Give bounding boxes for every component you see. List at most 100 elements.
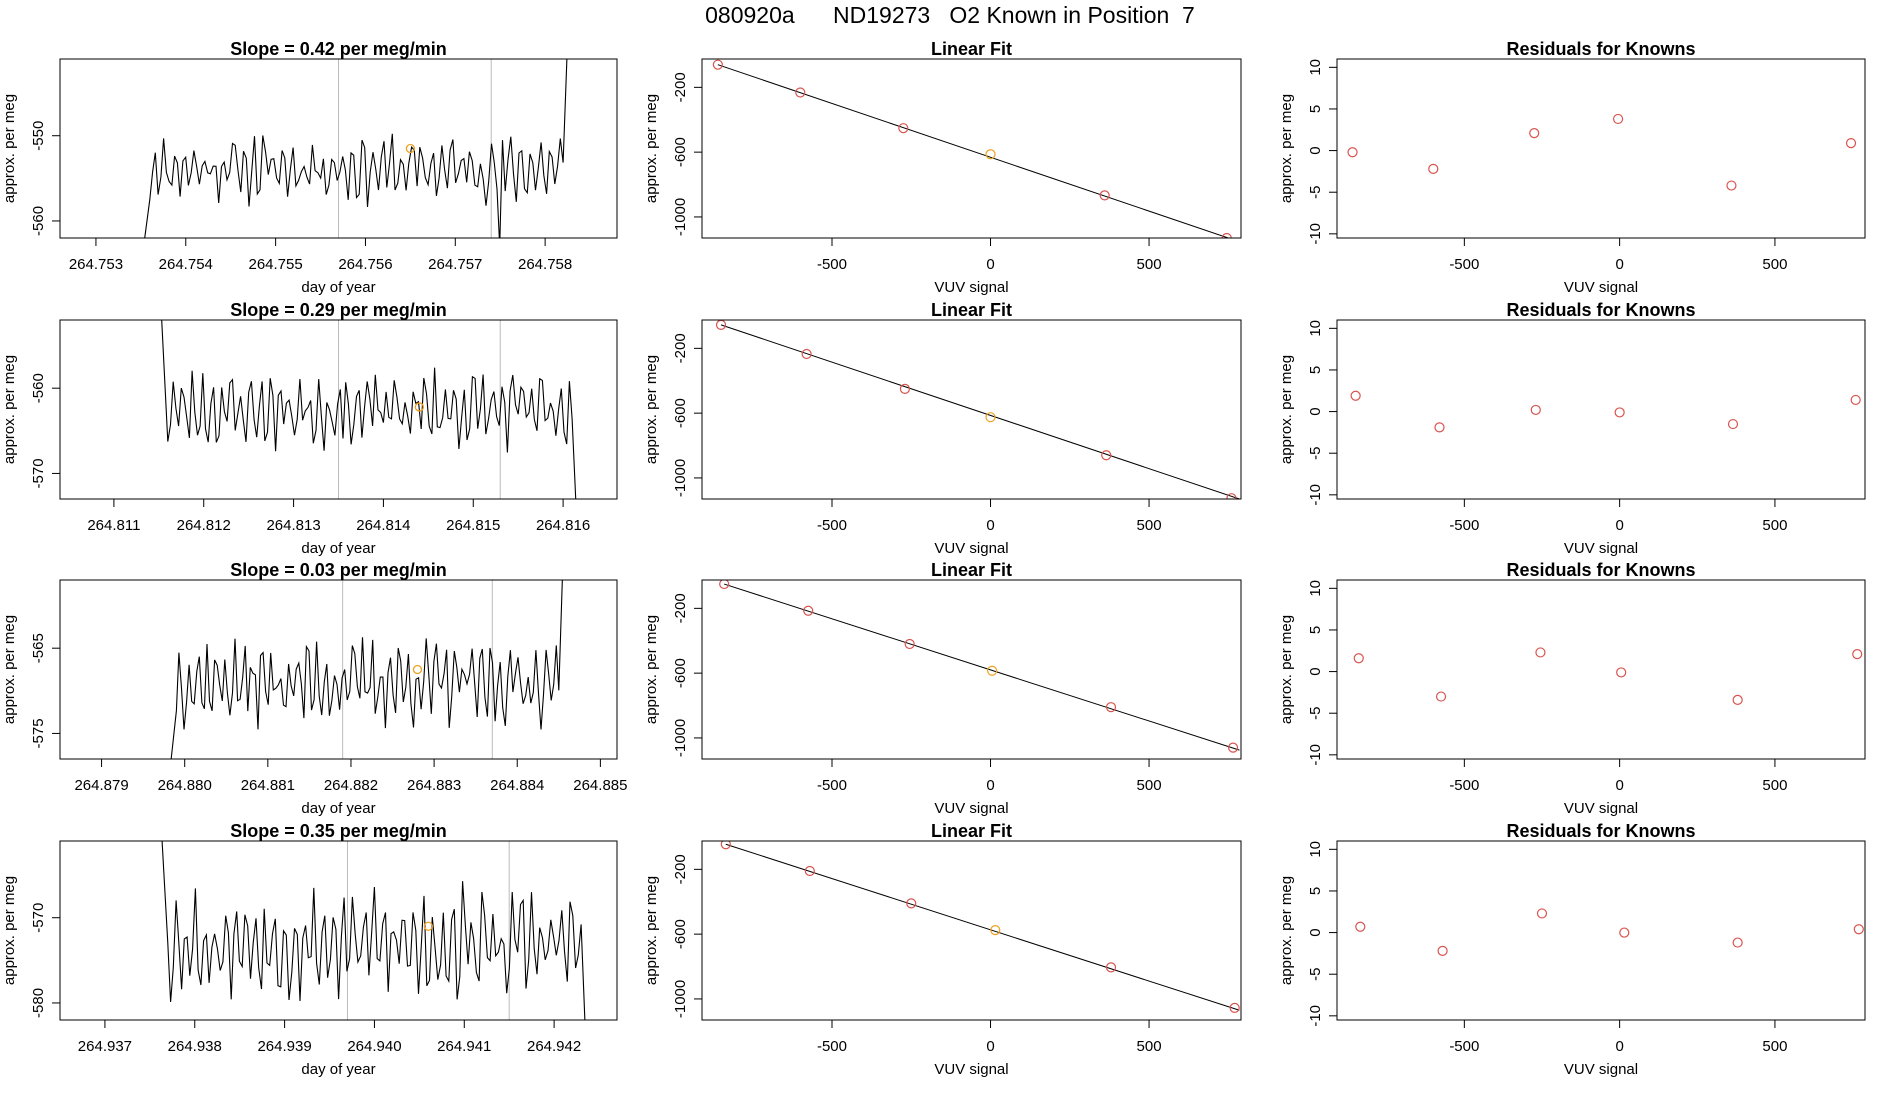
highlight-point: [414, 402, 425, 412]
y-tick-label: 10: [1307, 580, 1324, 597]
x-tick-label: 264.883: [407, 777, 461, 794]
x-tick-label: 0: [986, 256, 994, 273]
y-axis-label: approx. per meg: [1278, 615, 1295, 724]
y-tick-label: 10: [1307, 320, 1324, 337]
panel-r2-c1: Slope = 0.29 per meg/min day of year appro…: [1, 300, 618, 557]
figure-title: 080920a ND19273 O2 Known in Position 7: [705, 2, 1195, 28]
y-tick-label: -570: [30, 458, 47, 488]
x-tick-label: -500: [817, 256, 847, 273]
x-tick-label: 264.755: [248, 256, 302, 273]
x-axis-label: VUV signal: [934, 540, 1008, 557]
x-axis-label: VUV signal: [934, 800, 1008, 817]
data-point: [1853, 924, 1864, 935]
y-axis-label: approx. per meg: [1, 876, 18, 985]
y-tick-label: -560: [30, 373, 47, 403]
data-series-line: [144, 59, 568, 238]
x-tick-label: -500: [817, 777, 847, 794]
x-tick-label: 0: [986, 517, 994, 534]
x-tick-label: -500: [1449, 517, 1479, 534]
x-tick-label: 264.938: [168, 1038, 222, 1055]
data-point: [1101, 450, 1112, 461]
y-tick-label: -1000: [672, 459, 689, 497]
x-tick-label: 264.753: [69, 256, 123, 273]
data-point: [1227, 742, 1239, 753]
x-tick-label: 264.813: [266, 517, 320, 534]
highlight-point: [405, 143, 416, 154]
x-axis-label: day of year: [301, 540, 375, 557]
data-point: [1435, 691, 1447, 702]
y-axis-label: approx. per meg: [1, 94, 18, 203]
data-series-line: [170, 580, 563, 759]
x-axis-label: day of year: [301, 279, 375, 296]
data-point: [1845, 137, 1857, 149]
plot-frame: [1336, 579, 1866, 760]
y-tick-label: -560: [30, 206, 47, 236]
panel-r4-c3: Residuals for Knowns VUV signal approx. pe…: [1278, 821, 1866, 1078]
data-point: [1852, 648, 1863, 660]
x-tick-label: 500: [1762, 517, 1787, 534]
data-point: [1612, 113, 1624, 125]
y-tick-label: -600: [672, 658, 689, 688]
highlight-point: [412, 664, 423, 675]
x-tick-label: 264.814: [356, 517, 410, 534]
x-tick-label: 264.941: [437, 1038, 491, 1055]
x-tick-label: 500: [1137, 1038, 1162, 1055]
fit-line: [725, 843, 1240, 1011]
y-tick-label: -1000: [672, 198, 689, 236]
panel-r1-c3: Residuals for Knowns VUV signal approx. pe…: [1278, 39, 1866, 296]
data-point: [1536, 908, 1548, 919]
data-point: [899, 383, 911, 394]
data-point: [712, 59, 723, 70]
y-axis-label: approx. per meg: [1278, 355, 1295, 464]
plot-frame: [59, 840, 618, 1021]
y-tick-label: 5: [1307, 626, 1324, 634]
highlight-point: [423, 921, 433, 931]
x-tick-label: 264.940: [347, 1038, 401, 1055]
y-axis-label: approx. per meg: [1278, 94, 1295, 203]
data-point: [1105, 962, 1117, 973]
data-point: [1350, 390, 1361, 401]
plot-frame: [1336, 840, 1866, 1021]
x-tick-label: 264.880: [158, 777, 212, 794]
y-tick-label: -5: [1307, 447, 1324, 460]
y-tick-label: -10: [1307, 744, 1324, 766]
data-point: [1529, 127, 1540, 139]
plot-frame: [59, 58, 618, 239]
x-tick-label: -500: [817, 517, 847, 534]
x-tick-label: 500: [1762, 256, 1787, 273]
y-tick-label: -600: [672, 137, 689, 167]
data-point: [1355, 921, 1366, 932]
data-point: [1619, 927, 1630, 938]
panel-title: Slope = 0.42 per meg/min: [230, 39, 447, 59]
panel-title: Slope = 0.03 per meg/min: [230, 560, 447, 580]
panel-r3-c2: Linear Fit VUV signal approx. per meg -500 0…: [643, 560, 1242, 817]
plot-frame: [701, 840, 1242, 1021]
data-point: [1105, 702, 1117, 713]
x-tick-label: 500: [1762, 777, 1787, 794]
x-axis-label: VUV signal: [934, 1061, 1008, 1078]
x-tick-label: 264.939: [257, 1038, 311, 1055]
y-tick-label: 0: [1307, 407, 1324, 415]
data-point: [1428, 163, 1439, 174]
y-tick-label: 0: [1307, 146, 1324, 154]
panel-r3-c1: Slope = 0.03 per meg/min day of year appro…: [1, 560, 627, 817]
panel-title: Residuals for Knowns: [1506, 821, 1695, 841]
panel-title: Linear Fit: [931, 821, 1012, 841]
panel-title: Linear Fit: [931, 39, 1012, 59]
x-tick-label: 264.881: [241, 777, 295, 794]
data-point: [1732, 694, 1743, 705]
panel-r1-c1: Slope = 0.42 per meg/min day of year appro…: [1, 39, 618, 296]
panel-title: Linear Fit: [931, 560, 1012, 580]
y-tick-label: 5: [1307, 366, 1324, 374]
data-point: [1614, 407, 1625, 418]
data-point: [1221, 232, 1232, 238]
highlight-point: [985, 412, 996, 423]
y-tick-label: -5: [1307, 968, 1324, 981]
plot-frame: [59, 579, 618, 760]
plot-frame: [59, 319, 618, 500]
data-point: [720, 841, 731, 850]
x-tick-label: 264.754: [159, 256, 213, 273]
x-axis-label: VUV signal: [1564, 800, 1638, 817]
panel-title: Linear Fit: [931, 300, 1012, 320]
x-tick-label: 500: [1762, 1038, 1787, 1055]
